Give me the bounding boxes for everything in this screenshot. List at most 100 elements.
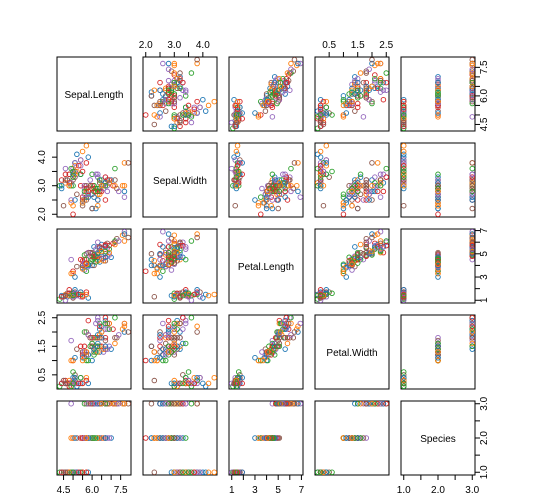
data-point xyxy=(288,165,294,172)
tick-label: 2.0 xyxy=(431,485,445,496)
data-point xyxy=(317,106,324,112)
data-point xyxy=(157,98,163,105)
data-point xyxy=(435,194,441,200)
data-point xyxy=(435,79,441,86)
data-point xyxy=(58,294,65,300)
data-point xyxy=(171,79,178,86)
data-point xyxy=(435,114,441,120)
data-point xyxy=(363,249,370,256)
data-point xyxy=(151,258,158,264)
data-point xyxy=(188,70,195,76)
data-point xyxy=(363,400,370,407)
data-point xyxy=(363,188,370,195)
data-point xyxy=(74,380,80,387)
data-point xyxy=(435,110,441,116)
data-point xyxy=(276,177,283,183)
data-point xyxy=(235,182,242,189)
data-point xyxy=(400,157,407,163)
data-point xyxy=(340,93,347,99)
data-point xyxy=(317,102,324,109)
data-point xyxy=(194,287,200,293)
data-point xyxy=(85,188,92,195)
panel-species-vs-sepal-length xyxy=(56,400,132,476)
data-point xyxy=(317,469,324,476)
data-point xyxy=(102,251,109,257)
data-point xyxy=(469,56,476,63)
data-point xyxy=(400,374,407,381)
data-point xyxy=(435,261,441,268)
data-point xyxy=(165,346,172,352)
data-point xyxy=(174,317,180,324)
data-point xyxy=(266,182,272,189)
data-point xyxy=(326,469,332,476)
tick-label: 6.0 xyxy=(479,89,490,103)
data-point xyxy=(171,377,178,384)
data-point xyxy=(194,60,200,67)
data-point xyxy=(317,292,324,299)
data-point xyxy=(162,332,169,338)
data-point xyxy=(98,182,105,189)
data-point xyxy=(165,85,172,92)
data-point xyxy=(363,180,370,186)
data-point xyxy=(360,114,367,120)
data-point xyxy=(340,98,347,105)
data-point xyxy=(277,83,284,90)
data-point xyxy=(329,168,335,175)
data-point xyxy=(374,400,381,407)
bottom-axis-species: 1.0 2.0 3.0 xyxy=(397,474,480,496)
data-point xyxy=(89,334,95,341)
data-point xyxy=(400,168,407,175)
data-point xyxy=(60,202,67,209)
data-point xyxy=(83,268,90,274)
panel-frame xyxy=(142,228,218,304)
data-point xyxy=(142,112,149,118)
data-point xyxy=(121,400,128,407)
data-point xyxy=(282,326,288,332)
data-point xyxy=(234,151,241,158)
data-point xyxy=(162,334,169,341)
data-point xyxy=(354,182,361,189)
data-point xyxy=(157,329,163,335)
data-point xyxy=(435,352,441,358)
tick-label: 6.0 xyxy=(85,485,99,496)
data-point xyxy=(297,320,304,327)
data-point xyxy=(177,329,183,335)
data-point xyxy=(357,435,364,441)
tick-label: 4.5 xyxy=(57,485,71,496)
data-point xyxy=(234,142,241,149)
data-point xyxy=(435,188,441,195)
data-point xyxy=(171,125,178,132)
data-point xyxy=(171,232,178,238)
data-point xyxy=(263,93,270,99)
data-point xyxy=(177,435,183,441)
data-point xyxy=(435,197,441,203)
data-point xyxy=(211,291,218,298)
data-point xyxy=(252,197,258,203)
data-point xyxy=(269,205,276,212)
panel-petal-length-vs-sepal-length xyxy=(56,228,132,304)
data-point xyxy=(174,320,180,327)
data-point xyxy=(235,160,242,166)
data-point xyxy=(233,182,240,189)
data-point xyxy=(165,332,172,338)
tick-label: 0.5 xyxy=(37,367,48,381)
data-point xyxy=(180,239,186,245)
data-point xyxy=(165,352,172,358)
data-point xyxy=(95,349,101,355)
data-point xyxy=(400,110,407,116)
data-point xyxy=(91,435,97,441)
data-point xyxy=(168,435,175,441)
data-point xyxy=(151,112,158,118)
data-point xyxy=(349,259,355,265)
data-point xyxy=(377,194,384,200)
data-point xyxy=(191,469,198,476)
data-point xyxy=(93,188,99,195)
data-point xyxy=(233,119,240,126)
data-point xyxy=(102,182,109,189)
data-point xyxy=(317,171,324,178)
data-point xyxy=(340,102,347,109)
data-point xyxy=(182,93,189,99)
data-point xyxy=(323,469,330,476)
data-point xyxy=(369,400,375,407)
data-point xyxy=(349,98,355,105)
